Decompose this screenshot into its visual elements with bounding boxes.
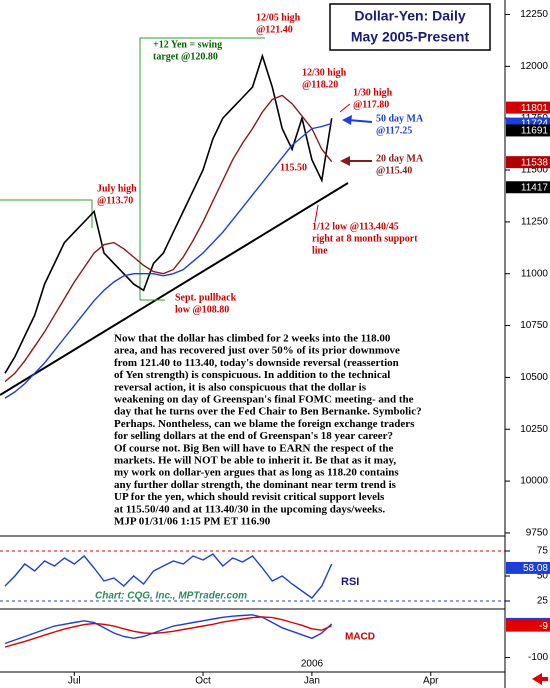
series-line xyxy=(4,553,333,599)
arrow xyxy=(347,119,373,123)
value-box xyxy=(506,619,550,632)
commentary-line: markets. He will NOT be able to inherit … xyxy=(114,455,396,467)
y-tick-label: 25 xyxy=(537,596,549,607)
annotation: Sept. pullback xyxy=(175,292,237,303)
value-box-label: 11538 xyxy=(521,157,549,168)
commentary-line: MJP 01/31/06 1:15 PM ET 116.90 xyxy=(114,516,271,528)
annotation: target @120.80 xyxy=(153,51,218,62)
annotation: @113.70 xyxy=(97,195,133,206)
x-tick-label: Apr xyxy=(423,676,439,687)
series-line xyxy=(4,616,332,648)
series-line xyxy=(4,94,333,383)
credit: Chart: CQG, Inc., MPTrader.com xyxy=(95,591,247,602)
annotation: +12 Yen = swing xyxy=(153,39,222,50)
y-tick-label: 10250 xyxy=(520,424,548,435)
annotation: @121.40 xyxy=(256,24,293,35)
level-line xyxy=(0,199,93,228)
value-box-label: 11801 xyxy=(521,103,549,114)
scroll-arrow[interactable] xyxy=(532,673,542,685)
y-tick-label: 12000 xyxy=(520,61,548,72)
year-label: 2006 xyxy=(301,659,324,670)
value-box xyxy=(506,117,550,130)
value-box-label: -9 xyxy=(539,621,548,632)
y-tick-label: 9750 xyxy=(526,528,549,539)
y-tick-label: 11000 xyxy=(521,268,549,279)
commentary-line: reversal action, it is also conspicuous … xyxy=(114,381,367,393)
annotation: 50 day MA xyxy=(376,113,424,124)
annotation: @117.80 xyxy=(353,99,389,110)
y-tick-label: 12250 xyxy=(520,9,548,20)
y-tick-label: 11250 xyxy=(521,217,549,228)
annotation: July high xyxy=(97,183,137,194)
value-box xyxy=(506,156,550,169)
annotation: 12/05 high xyxy=(256,12,301,23)
chart-title: May 2005-Present xyxy=(351,29,470,45)
chart-title: Dollar-Yen: Daily xyxy=(354,8,465,24)
y-tick-label: -100 xyxy=(528,652,548,663)
support-line xyxy=(0,182,349,396)
commentary-line: of Yen strength) is conspicuous. In addi… xyxy=(114,369,390,381)
value-box-label: 58.08 xyxy=(523,563,548,574)
y-tick-label: 50 xyxy=(537,571,549,582)
annotation: line xyxy=(312,245,328,256)
annotation: @117.25 xyxy=(376,125,412,136)
commentary-line: UP for the yen, which should revisit cri… xyxy=(114,491,385,503)
y-tick-label: 10000 xyxy=(520,476,548,487)
value-box xyxy=(506,561,550,574)
panel-label: RSI xyxy=(341,576,359,588)
commentary-line: from 121.40 to 113.40, today's downside … xyxy=(114,357,399,369)
scroll-arrow[interactable] xyxy=(542,677,548,681)
x-tick-label: Jul xyxy=(68,676,81,687)
annotation: @115.40 xyxy=(376,165,412,176)
value-box-label: 11724 xyxy=(521,119,549,130)
commentary-line: Now that the dollar has climbed for 2 we… xyxy=(114,333,391,345)
value-box xyxy=(506,101,550,114)
x-tick-label: Oct xyxy=(195,676,211,687)
annotation: 1/30 high xyxy=(353,87,393,98)
value-box-label: 11417 xyxy=(521,182,549,193)
commentary-line: area, and has recovered just over 50% of… xyxy=(114,345,400,357)
value-box xyxy=(506,124,550,137)
series-line xyxy=(4,53,333,374)
value-box xyxy=(506,181,550,194)
arrow-head xyxy=(340,156,350,166)
commentary-line: for selling dollars at the end of Greens… xyxy=(114,430,393,442)
title-box xyxy=(329,3,491,51)
y-tick-label: 10500 xyxy=(520,372,548,383)
connector xyxy=(314,204,319,223)
y-tick-label: 10750 xyxy=(520,320,548,331)
y-tick-label: 75 xyxy=(537,546,549,557)
series-line xyxy=(4,614,333,645)
panel-label: MACD xyxy=(345,632,375,643)
x-tick-label: Jan xyxy=(304,676,320,687)
annotation: @118.20 xyxy=(302,79,338,90)
commentary-line: weakening on day of Greenspan's final FO… xyxy=(114,394,414,406)
series-line xyxy=(4,122,332,399)
annotation: 20 day MA xyxy=(376,153,424,164)
target-line xyxy=(139,37,265,300)
commentary-line: Of course not. Big Ben will have to EARN… xyxy=(114,442,393,454)
annotation: 1/12 low @113.40/45 xyxy=(312,221,399,232)
y-tick-label: 11500 xyxy=(521,165,549,176)
commentary-line: any further dollar strength, the dominan… xyxy=(114,479,397,491)
commentary-line: Perhaps. Nontheless, can we blame the fo… xyxy=(114,418,415,430)
annotation: right at 8 month support xyxy=(312,233,418,244)
commentary-line: at 115.50/40 and at 113.40/30 in the upc… xyxy=(114,503,385,515)
annotation: low @108.80 xyxy=(175,304,229,315)
annotation: 115.50 xyxy=(280,162,307,173)
value-box-label: 11691 xyxy=(521,126,549,137)
annotation: 12/30 high xyxy=(302,67,347,78)
arrow-head xyxy=(342,115,352,125)
commentary-line: my work on dollar-yen argues that as lon… xyxy=(114,467,399,479)
connector xyxy=(339,103,351,113)
commentary-line: day that he turns over the Fed Chair to … xyxy=(114,406,422,418)
